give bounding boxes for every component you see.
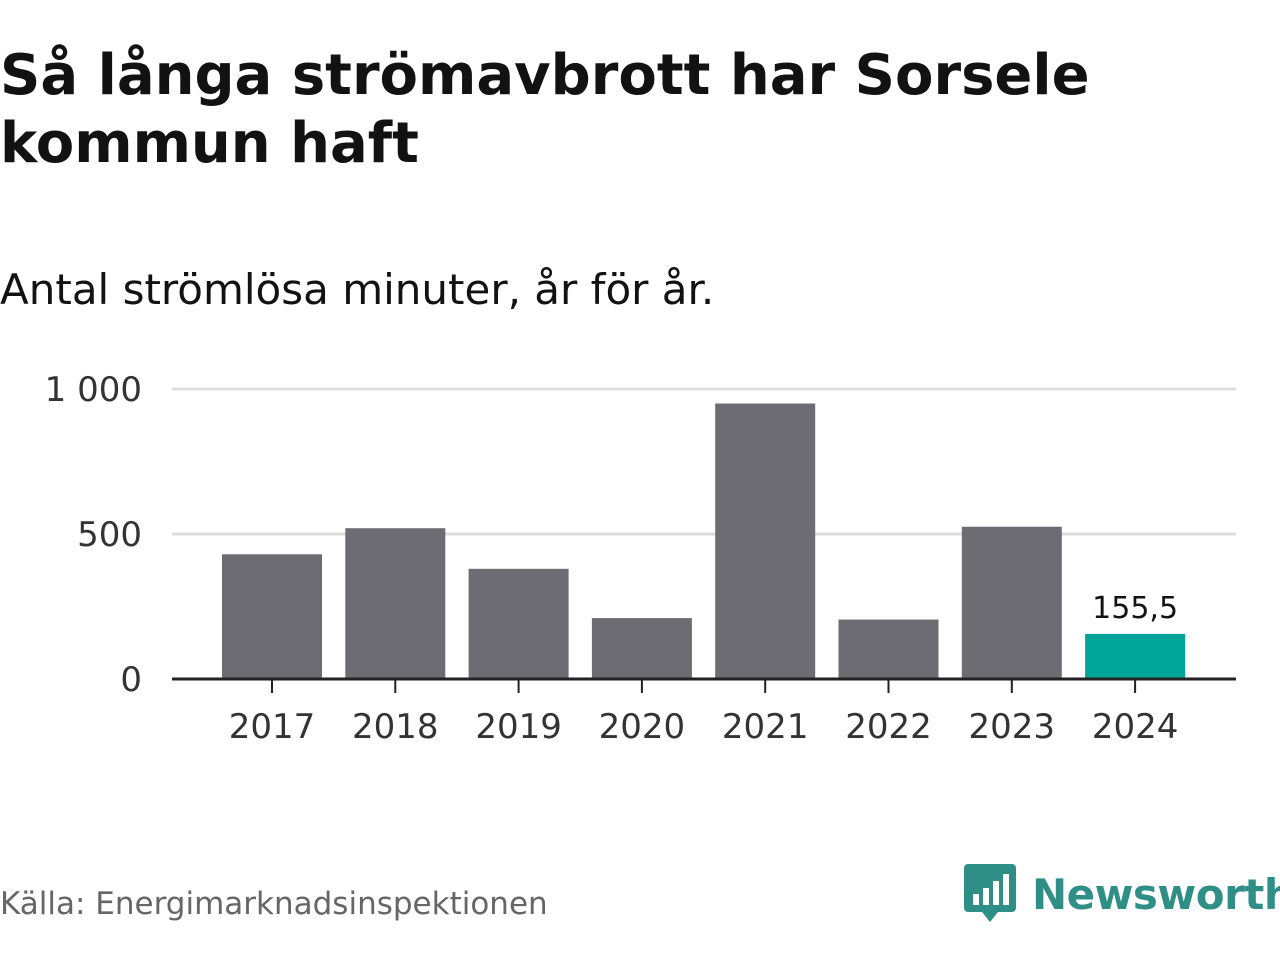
x-tick-label: 2019	[475, 707, 562, 747]
chart-title: Så långa strömavbrott har Sorsele kommun…	[0, 43, 1090, 176]
bar-2018	[345, 528, 446, 679]
x-tick-label: 2017	[229, 707, 316, 747]
y-tick-label: 500	[77, 515, 142, 555]
x-tick-label: 2020	[599, 707, 686, 747]
bar-2021	[715, 403, 816, 679]
y-tick-label: 0	[120, 660, 142, 700]
brand-name: Newsworthy	[1032, 869, 1280, 919]
x-tick-label: 2021	[722, 707, 809, 747]
brand-logo: Newsworthy	[964, 864, 1280, 924]
bar-2022	[838, 619, 939, 679]
bar-2017	[222, 554, 322, 679]
source-note: Källa: Energimarknadsinspektionen	[0, 886, 548, 922]
x-tick-label: 2024	[1092, 707, 1179, 747]
bar-chart: 0 500 1 000 2017 2018 2019 2020 2021 2022 2023 202…	[45, 370, 1236, 747]
bar-2023	[961, 526, 1062, 679]
newsworthy-logo-icon	[964, 864, 1016, 922]
x-tick-label: 2018	[352, 707, 439, 747]
chart-subtitle: Antal strömlösa minuter, år för år.	[0, 265, 715, 314]
bar-2024	[1085, 633, 1186, 679]
y-tick-label: 1 000	[45, 370, 142, 410]
data-label: 155,5	[1092, 591, 1178, 626]
bar-2020	[591, 618, 692, 679]
x-tick-label: 2022	[845, 707, 932, 747]
x-tick-label: 2023	[969, 707, 1056, 747]
bar-2019	[468, 568, 569, 679]
